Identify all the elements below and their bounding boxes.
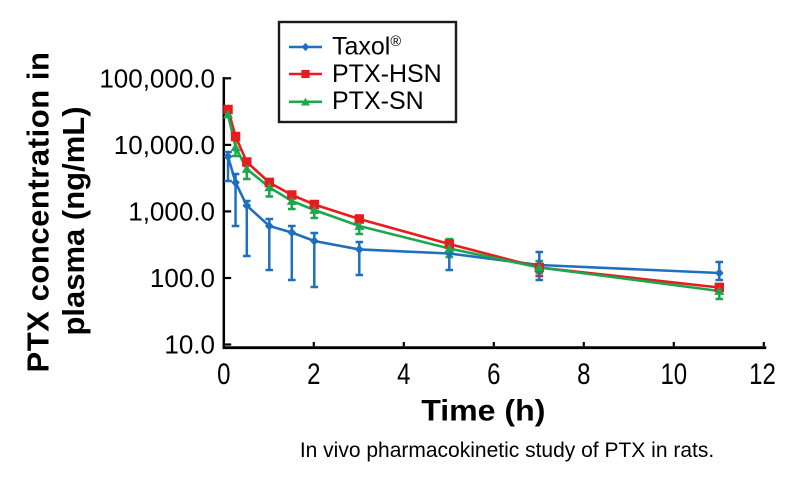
svg-text:1,000.0: 1,000.0: [128, 196, 215, 226]
svg-text:Taxol®: Taxol®: [332, 33, 401, 61]
svg-text:10: 10: [660, 356, 687, 390]
svg-text:PTX-SN: PTX-SN: [332, 87, 424, 115]
svg-text:10.0: 10.0: [164, 330, 215, 360]
svg-text:0: 0: [217, 356, 230, 390]
svg-text:PTX-HSN: PTX-HSN: [332, 60, 442, 88]
svg-text:12: 12: [749, 356, 776, 390]
svg-text:4: 4: [397, 356, 410, 390]
svg-text:100.0: 100.0: [150, 263, 215, 293]
svg-text:2: 2: [307, 356, 320, 390]
svg-text:plasma (ng/mL): plasma (ng/mL): [56, 106, 91, 335]
svg-text:6: 6: [487, 356, 500, 390]
svg-text:10,000.0: 10,000.0: [114, 130, 215, 160]
svg-text:8: 8: [577, 356, 590, 390]
svg-text:100,000.0: 100,000.0: [99, 63, 215, 93]
svg-text:Time (h): Time (h): [421, 393, 545, 427]
svg-text:In vivo pharmacokinetic study: In vivo pharmacokinetic study of PTX in …: [300, 439, 714, 462]
svg-text:PTX concentration in: PTX concentration in: [21, 51, 56, 372]
